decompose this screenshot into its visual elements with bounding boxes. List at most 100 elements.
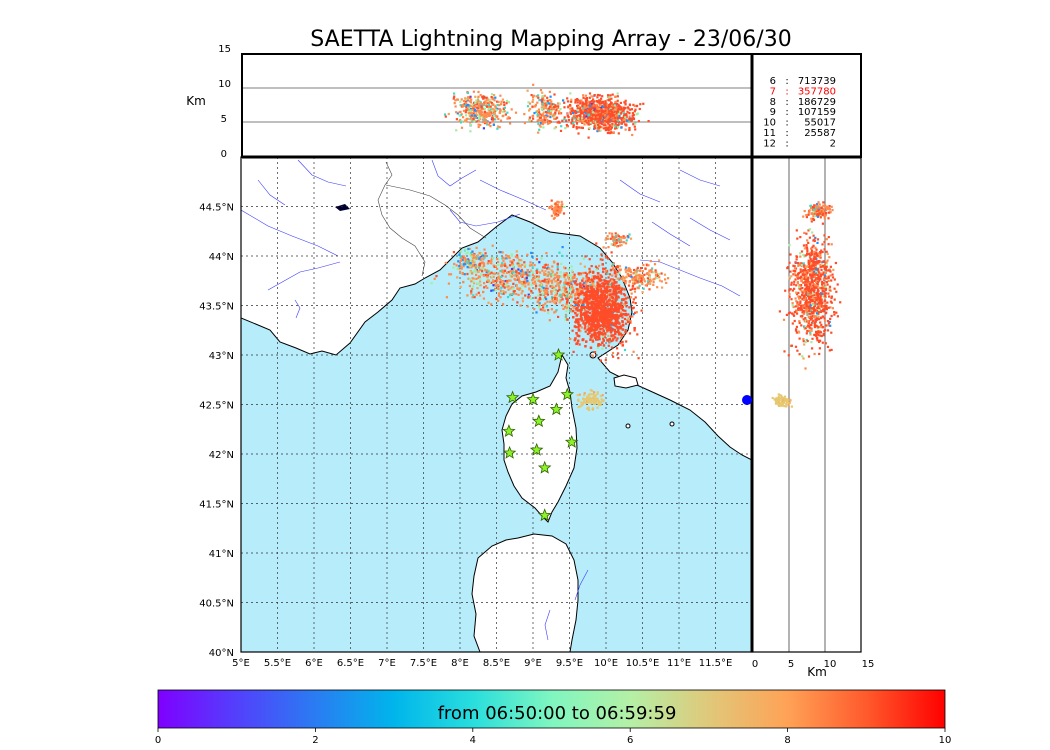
altitude-source-point	[810, 312, 813, 315]
lightning-source-point	[462, 255, 465, 258]
altitude-source-point	[541, 91, 544, 94]
lightning-source-point	[547, 282, 550, 285]
altitude-source-point	[604, 103, 607, 106]
altitude-source-point	[611, 124, 614, 127]
lightning-source-point	[629, 320, 632, 323]
lightning-source-point	[510, 267, 514, 271]
altitude-source-point	[823, 274, 826, 277]
lightning-source-point	[632, 301, 635, 304]
right-panel-bg	[752, 157, 861, 652]
altitude-source-point	[830, 243, 833, 246]
lightning-source-point	[606, 311, 609, 315]
lightning-source-point	[507, 255, 510, 258]
altitude-source-point	[607, 115, 610, 118]
altitude-source-point	[483, 96, 486, 99]
lightning-source-point	[513, 277, 516, 281]
lightning-source-point	[509, 273, 512, 276]
altitude-source-point	[798, 320, 801, 323]
lightning-source-point	[593, 317, 597, 320]
lightning-source-point	[594, 398, 597, 401]
lightning-source-point	[593, 313, 596, 317]
lightning-source-point	[589, 319, 592, 323]
lightning-source-point	[561, 304, 564, 307]
lightning-source-point	[581, 302, 584, 305]
lightning-source-point	[478, 264, 481, 267]
lightning-source-point	[596, 291, 599, 294]
altitude-source-point	[566, 97, 569, 100]
lightning-source-point	[601, 312, 604, 315]
lightning-source-point	[519, 274, 523, 277]
altitude-source-point	[470, 116, 473, 119]
lightning-source-point	[607, 280, 611, 283]
altitude-source-point	[815, 330, 818, 333]
altitude-source-point	[792, 283, 796, 286]
altitude-source-point	[823, 276, 826, 279]
country-borders	[377, 161, 487, 277]
lightning-source-point	[602, 344, 606, 347]
altitude-source-point	[629, 108, 632, 111]
altitude-source-point	[797, 273, 800, 276]
lightning-source-point	[430, 282, 433, 285]
lightning-source-point	[544, 291, 547, 294]
altitude-source-point	[593, 100, 596, 103]
altitude-source-point	[608, 104, 611, 107]
lightning-source-point	[496, 280, 499, 283]
lightning-source-point	[527, 283, 530, 286]
lightning-source-point	[473, 282, 476, 285]
altitude-source-point	[538, 111, 541, 114]
altitude-source-point	[620, 122, 623, 125]
lightning-source-point	[557, 284, 560, 287]
lightning-source-point	[528, 288, 531, 291]
altitude-source-point	[598, 94, 601, 97]
lightning-source-point	[614, 232, 617, 235]
lightning-source-point	[520, 273, 523, 276]
lightning-source-point	[470, 254, 473, 257]
altitude-source-point	[592, 98, 595, 101]
altitude-source-point	[625, 116, 628, 119]
lma-station-star-icon	[564, 434, 579, 448]
altitude-source-point	[804, 302, 807, 305]
lightning-source-point	[633, 327, 636, 330]
altitude-source-point	[542, 108, 545, 111]
lightning-source-point	[630, 292, 633, 295]
station-count-separator: :	[785, 86, 788, 97]
lightning-source-point	[601, 399, 604, 402]
altitude-source-point	[804, 327, 807, 330]
station-count-value: 107159	[798, 107, 836, 118]
lightning-source-point	[606, 285, 609, 288]
lightning-source-point	[528, 264, 532, 267]
lightning-source-point	[537, 300, 540, 303]
lightning-source-point	[569, 337, 572, 341]
lightning-source-point	[602, 282, 605, 285]
altitude-source-point	[818, 286, 821, 289]
lightning-source-point	[601, 347, 604, 350]
lightning-source-point	[546, 274, 550, 278]
lightning-source-point	[590, 265, 593, 268]
lightning-source-point	[585, 291, 588, 295]
lightning-source-point	[459, 257, 462, 260]
altitude-source-point	[577, 132, 580, 135]
altitude-source-point	[794, 278, 797, 281]
altitude-source-point	[816, 291, 819, 294]
lma-station-star-icon	[537, 508, 552, 522]
lightning-source-point	[478, 257, 481, 260]
lightning-source-point	[608, 339, 611, 342]
altitude-source-point	[490, 101, 493, 105]
altitude-source-point	[596, 114, 599, 117]
altitude-source-point	[543, 99, 546, 102]
lightning-source-point	[615, 273, 618, 276]
altitude-source-point	[574, 109, 577, 112]
altitude-source-point	[807, 277, 810, 280]
lightning-source-point	[629, 274, 632, 277]
lightning-source-point	[648, 274, 651, 277]
altitude-source-point	[812, 296, 815, 299]
lightning-source-point	[599, 313, 603, 317]
altitude-source-point	[604, 101, 607, 104]
altitude-source-point	[559, 129, 563, 132]
lightning-source-point	[631, 306, 634, 310]
altitude-source-point	[804, 280, 807, 283]
altitude-source-point	[804, 340, 807, 344]
lightning-source-point	[499, 269, 502, 273]
lightning-source-point	[592, 393, 595, 396]
lightning-source-point	[506, 281, 509, 284]
